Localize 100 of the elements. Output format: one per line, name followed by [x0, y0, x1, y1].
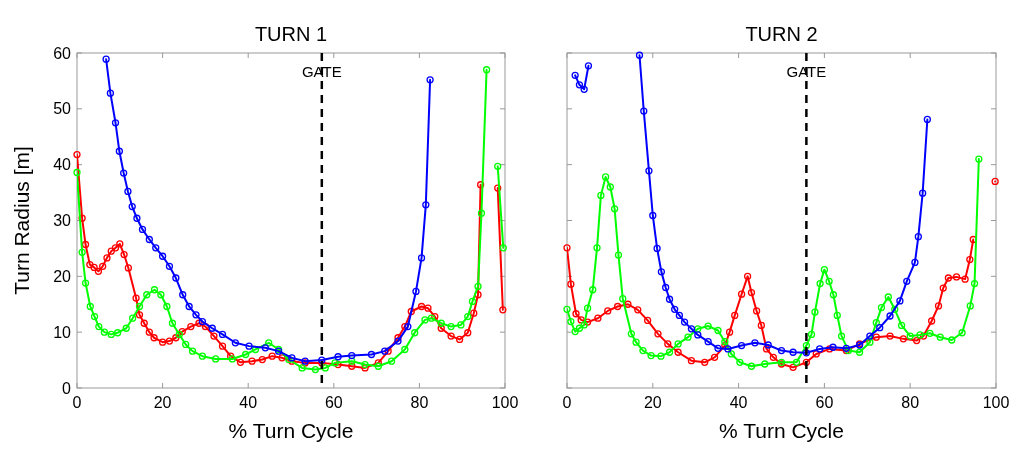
point: [657, 268, 666, 276]
point: [802, 341, 811, 350]
point: [961, 275, 969, 283]
point: [474, 291, 482, 299]
point: [78, 214, 86, 222]
point: [73, 150, 81, 159]
point: [111, 244, 120, 252]
point: [727, 350, 735, 358]
point: [751, 339, 759, 347]
point: [829, 291, 838, 299]
point: [188, 347, 197, 355]
point: [975, 155, 983, 163]
x-tick-label: 0: [562, 394, 572, 411]
point: [431, 312, 439, 321]
point: [724, 345, 732, 353]
point: [437, 324, 445, 332]
point: [918, 189, 927, 197]
point: [919, 332, 928, 340]
point: [95, 322, 103, 331]
point: [721, 338, 729, 346]
point: [499, 244, 507, 252]
point: [704, 338, 712, 346]
point: [914, 233, 922, 241]
point: [614, 251, 623, 259]
point: [714, 326, 722, 335]
point: [99, 262, 107, 270]
point: [114, 329, 122, 337]
point: [710, 353, 719, 361]
point: [212, 355, 220, 363]
point: [132, 294, 140, 302]
point: [218, 342, 227, 350]
point: [120, 169, 128, 177]
point: [120, 250, 128, 259]
point: [580, 85, 588, 93]
point: [150, 286, 159, 294]
point: [604, 307, 612, 315]
point: [417, 254, 426, 262]
point: [124, 187, 132, 196]
point: [811, 308, 819, 316]
point: [952, 273, 961, 281]
point: [407, 307, 415, 316]
chart-title: TURN 1: [254, 23, 328, 45]
point: [606, 183, 614, 191]
point: [115, 147, 124, 155]
point: [635, 51, 644, 59]
point: [674, 348, 682, 356]
point: [837, 332, 846, 340]
point: [694, 325, 702, 333]
point: [948, 336, 956, 344]
point: [644, 316, 652, 325]
point: [90, 312, 99, 321]
point: [649, 211, 657, 220]
point: [575, 81, 584, 89]
point: [572, 310, 580, 318]
point: [571, 327, 579, 336]
x-tick-label: 40: [239, 394, 258, 411]
point: [477, 209, 486, 217]
point: [833, 311, 841, 320]
point: [884, 293, 892, 301]
point: [792, 358, 801, 366]
point: [81, 240, 90, 249]
point: [78, 248, 86, 256]
point: [103, 254, 111, 262]
x-tick-label: 80: [410, 394, 429, 411]
point: [926, 329, 934, 337]
point: [701, 358, 709, 366]
point: [872, 333, 880, 341]
point: [970, 279, 979, 288]
point: [245, 342, 253, 350]
point: [201, 322, 210, 331]
point: [563, 244, 571, 252]
point: [936, 333, 944, 341]
ref-line-label: GATE: [301, 63, 342, 80]
point: [624, 300, 632, 308]
x-tick-label: 100: [491, 394, 519, 411]
point: [236, 358, 245, 366]
point: [401, 345, 409, 354]
point: [261, 344, 269, 352]
point: [152, 244, 160, 252]
point: [802, 358, 811, 366]
x-tick-label: 60: [815, 394, 834, 411]
chart-title: TURN 2: [745, 23, 818, 45]
point: [278, 354, 286, 362]
point: [747, 362, 756, 370]
point: [145, 328, 153, 336]
point: [367, 350, 376, 359]
point: [102, 55, 110, 63]
point: [731, 311, 739, 320]
point: [866, 338, 874, 346]
point: [86, 260, 94, 269]
point: [647, 351, 655, 360]
point: [133, 214, 141, 222]
point: [128, 202, 136, 211]
point: [816, 345, 824, 353]
point: [662, 283, 670, 292]
point: [241, 350, 250, 359]
line-series: [102, 55, 434, 365]
point: [111, 119, 120, 127]
point: [761, 360, 769, 368]
point: [653, 244, 661, 253]
